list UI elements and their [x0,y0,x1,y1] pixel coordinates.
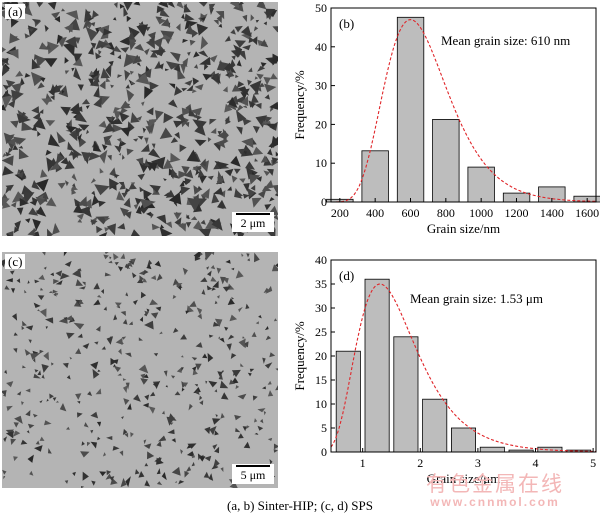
chart-d-x-tick-label: 5 [590,456,596,470]
chart-d-bar [364,278,390,453]
chart-d-bar [450,427,476,453]
chart-d-y-tick-label: 5 [321,421,327,435]
histogram-b: 0 10 20 30 40 50 200 400 600 800 1000 1200 1400 1600 G… [292,1,600,236]
scale-bar-line-a [236,213,270,215]
chart-d-y-tick-label: 30 [315,301,327,315]
micrograph-c-texture [2,252,278,488]
figure-caption: (a, b) Sinter-HIP; (c, d) SPS [227,498,373,513]
chart-b-bar [396,16,425,203]
chart-b-x-tick-label: 600 [402,206,420,220]
chart-d-bar [422,398,448,453]
watermark: 有色金属在线 www.cnnmol.com [400,472,590,509]
watermark-text: 有色金属在线 [426,472,564,496]
chart-b-fit-curve [331,19,597,203]
micrograph-a-texture [2,2,278,236]
chart-d-x-tick-label: 3 [475,456,481,470]
scale-bar-label-c: 5 μm [240,468,266,482]
chart-b-bar [467,166,495,203]
chart-b-x-tick-label: 1000 [469,206,493,220]
chart-d-y-tick-label: 40 [315,253,327,267]
chart-b-annotation: Mean grain size: 610 nm [441,33,570,48]
chart-b-y-tick-label: 20 [315,117,327,131]
chart-d-x-axis-label: Grain size/μm [427,471,501,486]
chart-d-bar [393,336,419,453]
chart-b-y-tick-label: 50 [315,1,327,15]
chart-b-x-axis-label: Grain size/nm [427,221,500,236]
micrograph-c: (c) 5 μm [2,252,278,488]
chart-b-x-tick-label: 1200 [505,206,529,220]
chart-b-bar [432,119,460,203]
chart-b-y-axis-label: Frequency/% [292,70,307,139]
chart-b-y-tick-label: 10 [315,156,327,170]
scale-bar-line-c [236,465,270,467]
chart-d-x-tick-label: 2 [417,456,423,470]
chart-b-x-tick-label: 200 [331,206,349,220]
chart-b-bar [361,150,389,203]
chart-d-y-axis-label: Frequency/% [292,321,307,390]
chart-b-x-tick-label: 800 [437,206,455,220]
chart-b-x-tick-label: 1600 [575,206,599,220]
chart-d-y-tick-label: 35 [315,277,327,291]
chart-d-annotation: Mean grain size: 1.53 μm [410,291,543,306]
chart-d-y-tick-label: 25 [315,325,327,339]
chart-d-bar [479,446,505,453]
chart-b-x-tick-label: 1400 [540,206,564,220]
chart-d-y-tick-label: 20 [315,349,327,363]
chart-d-y-tick-label: 15 [315,373,327,387]
scale-bar-label-a: 2 μm [240,216,266,230]
chart-b-x-tick-label: 400 [366,206,384,220]
chart-d-y-tick-label: 10 [315,397,327,411]
histogram-d: 0 5 10 15 20 25 30 35 40 1 2 3 4 5 Grain size/μm Freque… [292,253,597,486]
chart-d-x-tick-label: 4 [533,456,539,470]
chart-b-frame [330,7,597,203]
chart-d-y-tick-label: 0 [321,445,327,459]
scale-bar-c: 5 μm [232,464,274,484]
chart-b-y-tick-label: 40 [315,40,327,54]
chart-b-y-tick-label: 0 [321,195,327,209]
chart-d-fit-curve [330,283,597,453]
micrograph-a: (a) 2 μm [2,2,278,236]
watermark-url: www.cnnmol.com [430,495,560,509]
chart-b-y-tick-label: 30 [315,79,327,93]
chart-d-panel-label: (d) [339,268,354,283]
panel-label-c: (c) [5,254,26,269]
scale-bar-a: 2 μm [232,212,274,232]
chart-d-bar [335,350,361,453]
chart-b-panel-label: (b) [339,16,354,31]
chart-d-x-tick-label: 1 [360,456,366,470]
panel-label-a: (a) [5,4,26,19]
